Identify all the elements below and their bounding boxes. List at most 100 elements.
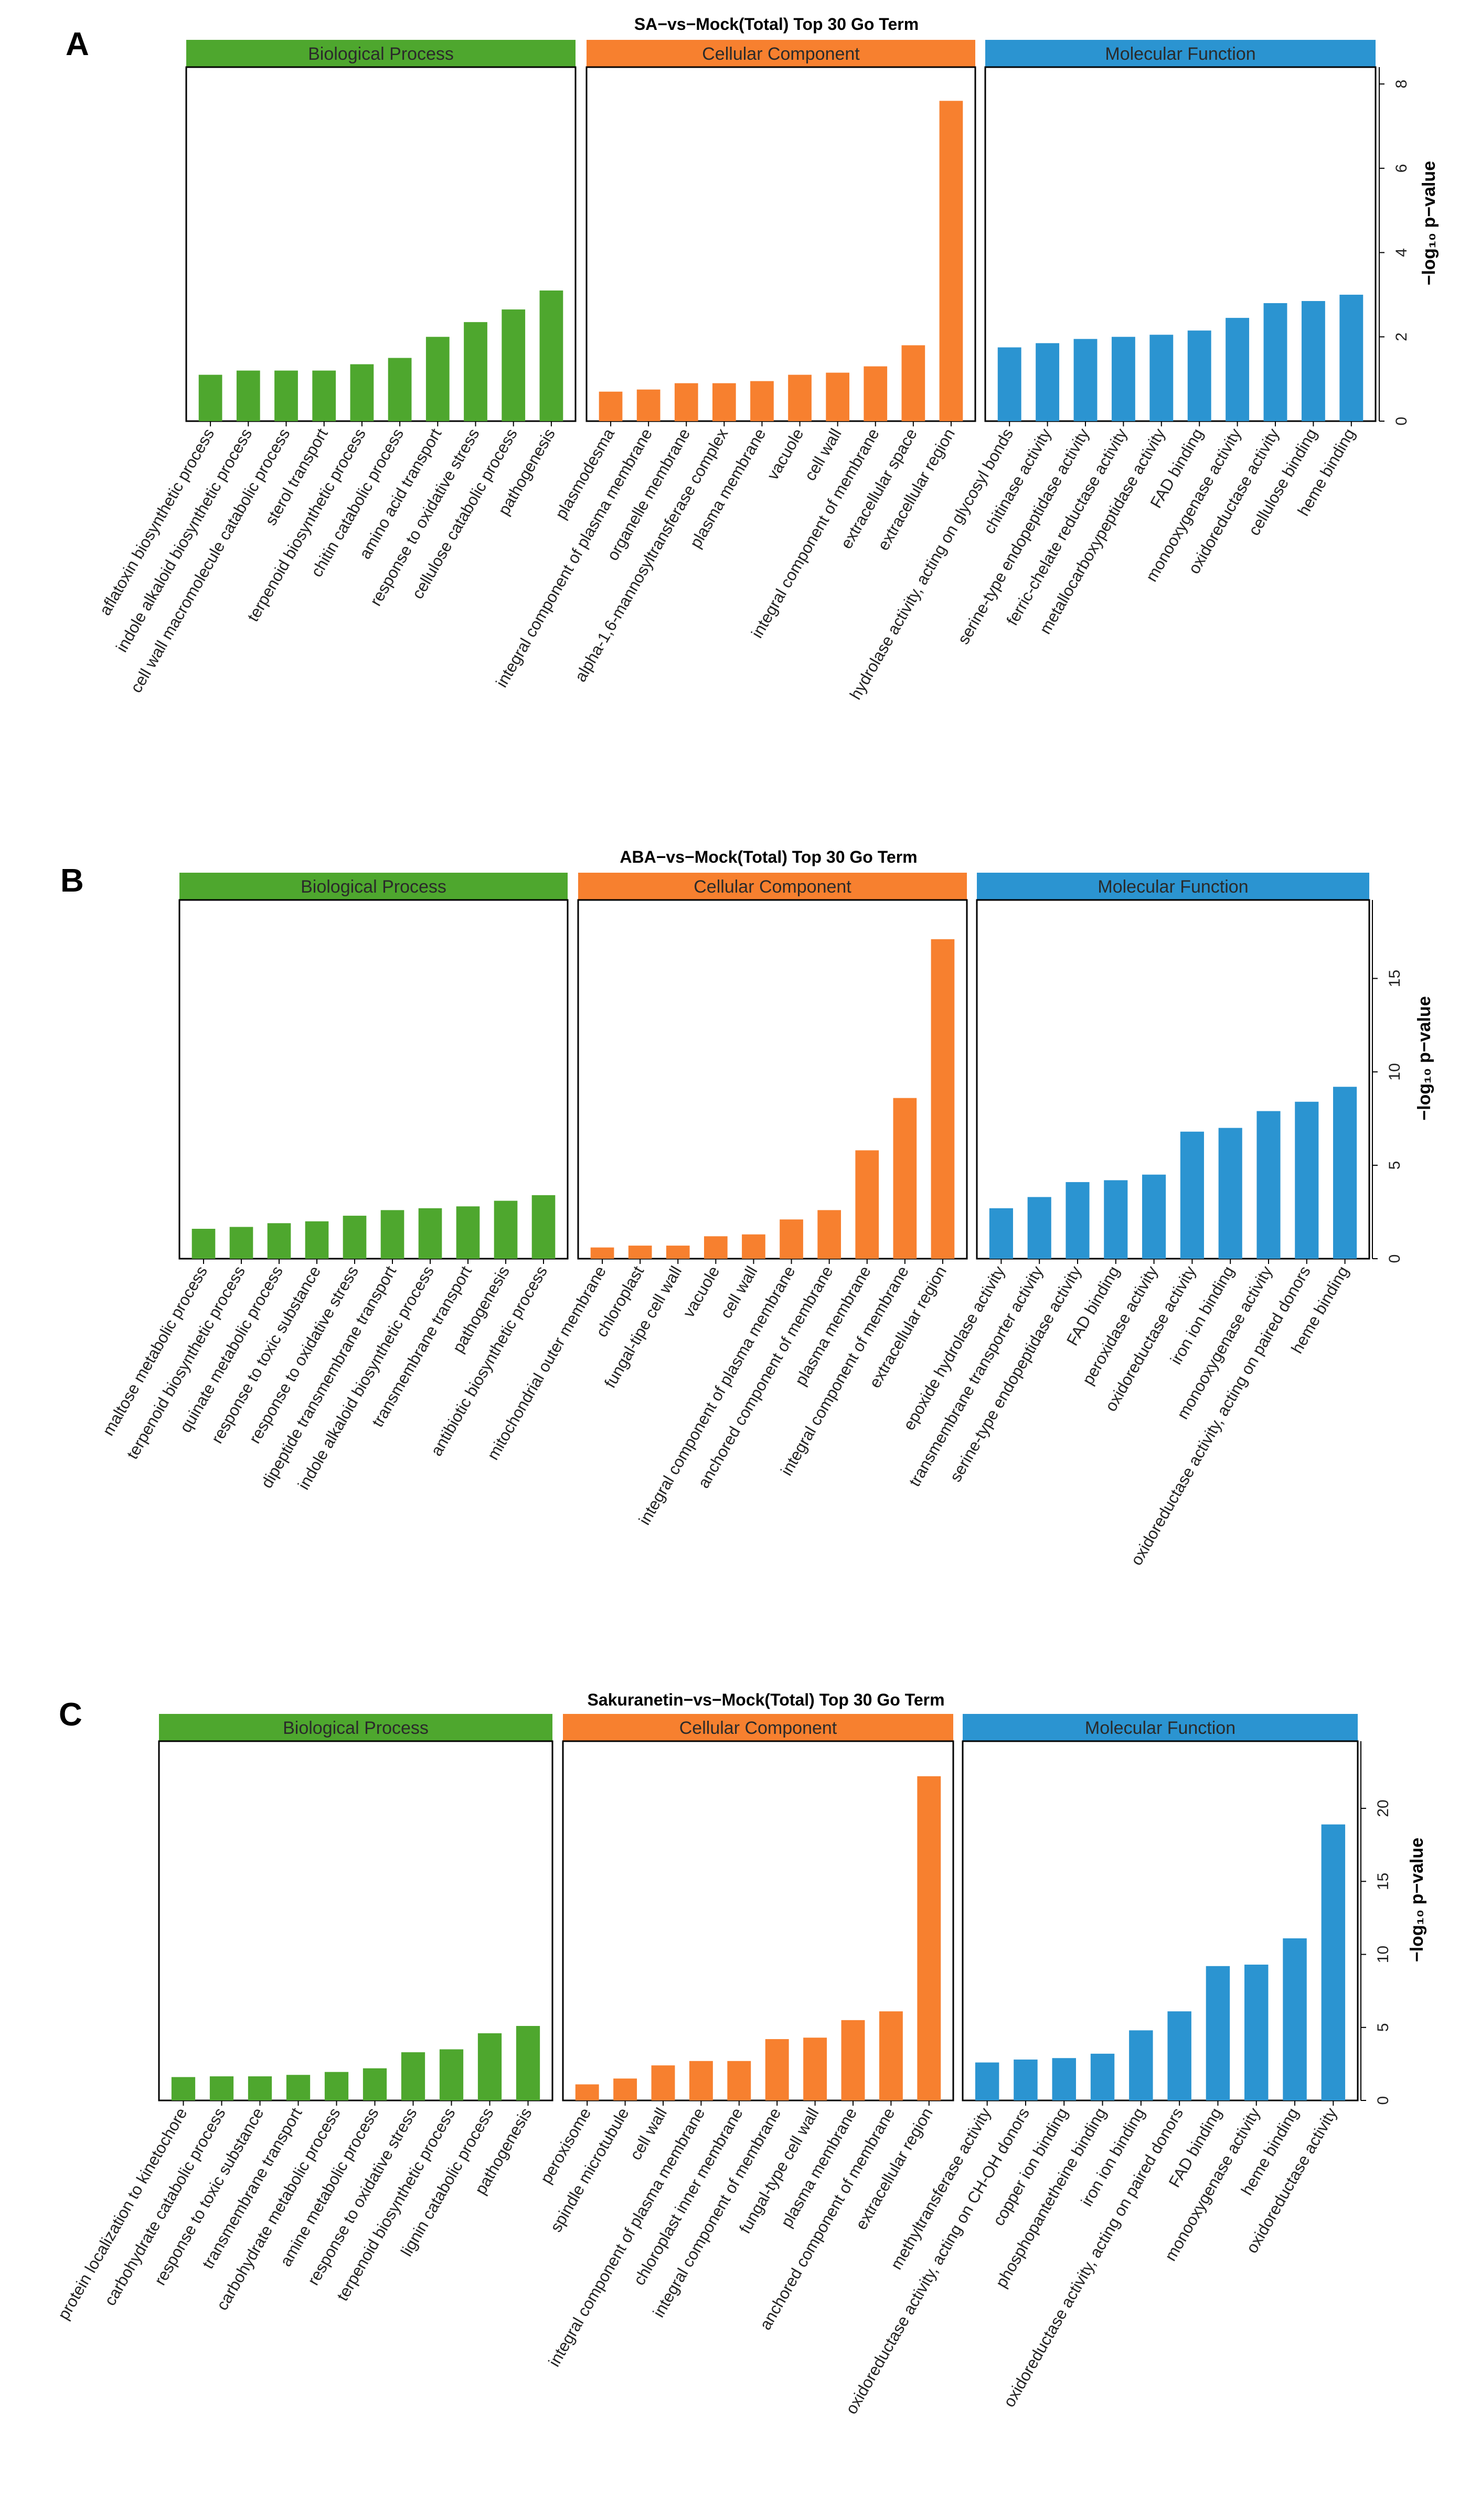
chart-c: C Sakuranetin−vs−Mock(Total) Top 30 Go Te…: [54, 1690, 1427, 2417]
chart-title: Sakuranetin−vs−Mock(Total) Top 30 Go Ter…: [587, 1690, 944, 1709]
bar: [502, 309, 526, 421]
bar: [191, 1229, 216, 1259]
bar: [704, 1236, 728, 1259]
panel-frame: [178, 899, 569, 1260]
y-tick-label: 5: [1386, 1161, 1403, 1170]
bar: [350, 364, 374, 421]
bar: [1149, 335, 1174, 421]
bar: [780, 1219, 803, 1259]
bar: [1339, 294, 1364, 421]
bar: [1301, 301, 1325, 421]
y-axis-label: −log₁₀ p−value: [1407, 1838, 1427, 1962]
bar: [636, 389, 661, 421]
bar: [229, 1227, 253, 1259]
bar: [826, 372, 850, 421]
bar: [236, 370, 260, 421]
bar: [666, 1246, 690, 1259]
bar: [1333, 1087, 1357, 1259]
bar: [689, 2061, 713, 2100]
bar: [363, 2068, 387, 2100]
bar: [750, 381, 774, 421]
chart-a: A SA−vs−Mock(Total) Top 30 Go Term Biologi…: [66, 15, 1439, 703]
bar: [425, 337, 450, 421]
panel-letter: A: [66, 26, 89, 62]
bar: [286, 2075, 311, 2100]
bar: [997, 347, 1021, 421]
bar: [1167, 2011, 1191, 2100]
bar: [418, 1208, 442, 1259]
chart-title: SA−vs−Mock(Total) Top 30 Go Term: [634, 15, 919, 34]
strip-header: [186, 40, 576, 67]
panel-letter: B: [60, 863, 84, 899]
y-tick-label: 10: [1375, 1946, 1392, 1963]
panel-frame: [984, 66, 1377, 422]
bar: [628, 1246, 652, 1259]
panel-frame: [185, 66, 577, 422]
bar: [727, 2061, 751, 2100]
bar: [516, 2025, 540, 2100]
strip-label: Cellular Component: [702, 44, 860, 64]
y-tick-label: 0: [1386, 1254, 1403, 1263]
bar: [1244, 1965, 1269, 2100]
panel-frame: [158, 1740, 553, 2101]
strip-label: Cellular Component: [679, 1718, 837, 1738]
y-axis: 0 5 10 15 −log₁₀ p−value: [1372, 900, 1434, 1263]
bar: [464, 322, 487, 421]
bar: [803, 2038, 827, 2100]
y-axis-label: −log₁₀ p−value: [1414, 996, 1434, 1120]
bar: [901, 345, 925, 421]
panel-frame: [562, 1740, 954, 2101]
bar: [1142, 1174, 1166, 1259]
strip-header: [587, 40, 975, 67]
strip-label: Cellular Component: [694, 877, 851, 897]
bar: [1295, 1101, 1319, 1259]
bar: [1226, 318, 1250, 421]
strip-label: Molecular Function: [1105, 44, 1255, 64]
bar: [380, 1210, 404, 1259]
strip-header: [977, 873, 1369, 900]
bar: [864, 366, 888, 421]
y-tick-label: 6: [1393, 164, 1410, 173]
bar: [531, 1195, 556, 1259]
y-tick-label: 0: [1375, 2096, 1392, 2105]
bar: [742, 1234, 765, 1259]
y-tick-label: 2: [1393, 333, 1410, 341]
bar: [651, 2065, 675, 2100]
category-label: mitochondrial outer membrane: [484, 1263, 610, 1463]
strip-header: [985, 40, 1376, 67]
bar: [1090, 2053, 1115, 2100]
bar: [1111, 337, 1135, 421]
bar: [456, 1206, 480, 1259]
bar: [1027, 1197, 1051, 1259]
strip-label: Molecular Function: [1085, 1718, 1235, 1738]
strip-label: Biological Process: [283, 1718, 429, 1738]
bar: [198, 374, 222, 421]
bar: [917, 1776, 941, 2100]
bar: [267, 1223, 291, 1259]
bar: [712, 383, 736, 421]
strip-header: [563, 1714, 953, 1741]
y-tick-label: 20: [1375, 1799, 1392, 1817]
bar: [975, 2062, 999, 2100]
panel-frame: [962, 1740, 1359, 2101]
bar: [1187, 330, 1211, 421]
bar: [1283, 1938, 1307, 2100]
bar: [1129, 2030, 1153, 2100]
strip-header: [179, 873, 568, 900]
panel-frame: [585, 66, 976, 422]
bar: [1073, 339, 1098, 421]
bar: [209, 2076, 234, 2100]
bar: [674, 383, 698, 421]
bar: [931, 939, 955, 1259]
y-axis-label: −log₁₀ p−value: [1419, 161, 1439, 285]
bar: [855, 1150, 879, 1259]
bar: [401, 2052, 425, 2100]
bar: [1104, 1180, 1128, 1259]
bar: [765, 2039, 789, 2100]
